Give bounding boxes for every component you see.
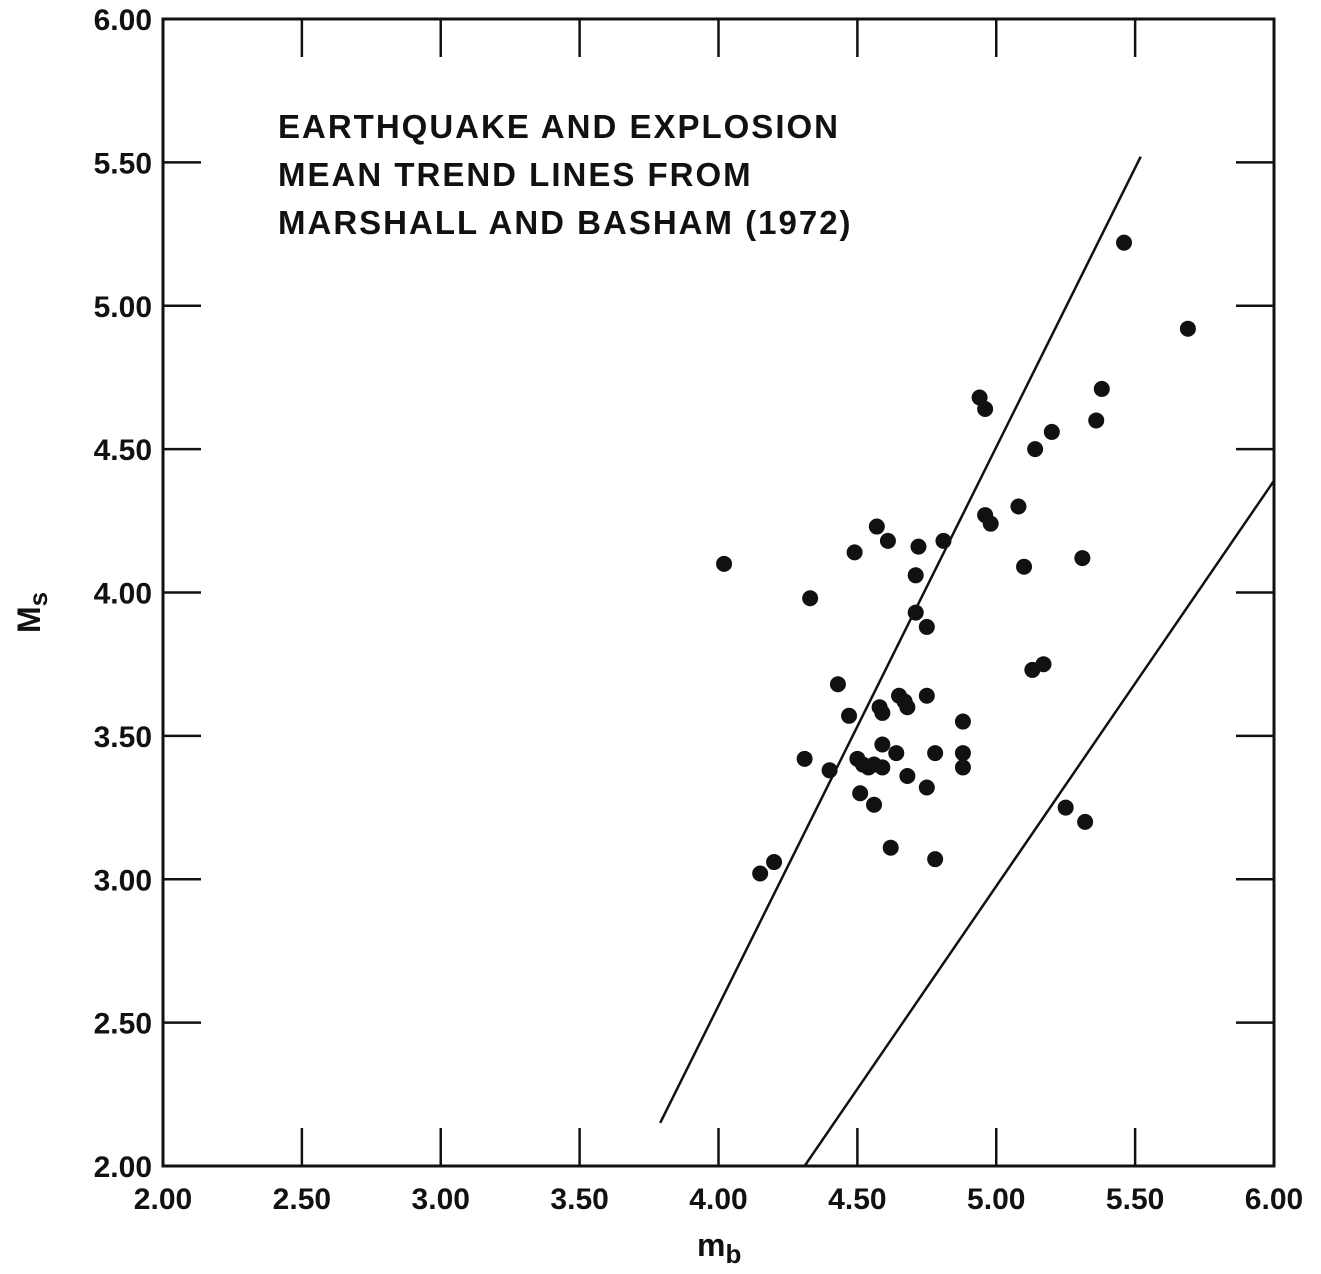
- data-point: [1179, 320, 1196, 337]
- x-tick-label: 5.00: [967, 1183, 1025, 1216]
- y-tick-label: 3.00: [94, 864, 152, 897]
- x-axis-label-main: m: [697, 1227, 725, 1263]
- data-point: [1043, 423, 1060, 440]
- data-point: [918, 687, 935, 704]
- plot-frame: [161, 17, 1276, 1168]
- x-axis-label-subscript: b: [725, 1239, 741, 1269]
- data-point: [888, 745, 905, 762]
- y-tick-label: 2.00: [94, 1151, 152, 1184]
- x-tick-label: 3.50: [550, 1183, 608, 1216]
- y-tick-label: 6.00: [94, 4, 152, 37]
- title-line-2: MEAN TREND LINES FROM: [278, 156, 753, 193]
- data-point: [752, 865, 769, 882]
- data-point: [899, 768, 916, 785]
- data-point: [954, 759, 971, 776]
- x-tick-label: 3.00: [412, 1183, 470, 1216]
- x-tick-label: 4.00: [689, 1183, 747, 1216]
- y-tick-label: 3.50: [94, 721, 152, 754]
- data-point: [1057, 799, 1074, 816]
- y-tick-label: 2.50: [94, 1008, 152, 1041]
- y-tick-label: 5.50: [94, 147, 152, 180]
- data-point: [910, 538, 927, 555]
- data-point: [927, 745, 944, 762]
- trend-line-2: [803, 479, 1276, 1167]
- data-point: [982, 515, 999, 532]
- tick-marks: [163, 19, 1274, 1166]
- y-axis-label-subscript: s: [23, 592, 53, 606]
- data-point: [1010, 498, 1027, 515]
- data-point: [874, 759, 891, 776]
- data-point: [1027, 441, 1044, 458]
- data-point: [821, 762, 838, 779]
- y-axis-label-main: M: [11, 606, 47, 633]
- y-tick-label: 5.00: [94, 291, 152, 324]
- x-tick-label: 2.50: [273, 1183, 331, 1216]
- y-tick-labels: 2.00 2.50 3.00 3.50 4.00 4.50 5.00 5.50 6.00: [94, 4, 152, 1184]
- data-point: [918, 618, 935, 635]
- data-point: [716, 555, 733, 572]
- data-point: [879, 532, 896, 549]
- data-point: [907, 604, 924, 621]
- data-point: [846, 544, 863, 561]
- data-point: [1077, 813, 1094, 830]
- data-point: [882, 839, 899, 856]
- data-point: [868, 518, 885, 535]
- x-tick-label: 5.50: [1106, 1183, 1164, 1216]
- data-point: [766, 854, 783, 871]
- y-axis-label: Ms: [11, 592, 53, 633]
- x-tick-label: 2.00: [134, 1183, 192, 1216]
- data-point: [1074, 550, 1091, 567]
- data-point: [874, 704, 891, 721]
- data-point: [899, 699, 916, 716]
- trend-lines: [659, 156, 1276, 1167]
- title-line-1: EARTHQUAKE AND EXPLOSION: [278, 108, 840, 145]
- y-tick-label: 4.50: [94, 434, 152, 467]
- data-point: [927, 851, 944, 868]
- data-point: [852, 785, 869, 802]
- data-point: [907, 567, 924, 584]
- data-point: [1093, 380, 1110, 397]
- data-point: [796, 750, 813, 767]
- data-point: [1116, 234, 1133, 251]
- data-point: [1088, 412, 1105, 429]
- x-axis-label: mb: [697, 1227, 741, 1269]
- x-tick-label: 6.00: [1245, 1183, 1303, 1216]
- data-point: [977, 400, 994, 417]
- title-line-3: MARSHALL AND BASHAM (1972): [278, 204, 853, 241]
- data-point: [841, 707, 858, 724]
- data-point: [918, 779, 935, 796]
- data-point: [802, 590, 819, 607]
- data-point: [954, 713, 971, 730]
- chart-title: EARTHQUAKE AND EXPLOSION MEAN TREND LINE…: [278, 108, 853, 241]
- data-point: [866, 796, 883, 813]
- data-points: [716, 234, 1196, 882]
- data-point: [935, 532, 952, 549]
- trend-line-1: [659, 156, 1142, 1124]
- data-point: [1016, 558, 1033, 575]
- x-tick-label: 4.50: [828, 1183, 886, 1216]
- data-point: [1035, 656, 1052, 673]
- y-tick-label: 4.00: [94, 578, 152, 611]
- x-tick-labels: 2.00 2.50 3.00 3.50 4.00 4.50 5.00 5.50 6.00: [134, 1183, 1303, 1216]
- data-point: [874, 736, 891, 753]
- data-point: [829, 676, 846, 693]
- data-point: [954, 745, 971, 762]
